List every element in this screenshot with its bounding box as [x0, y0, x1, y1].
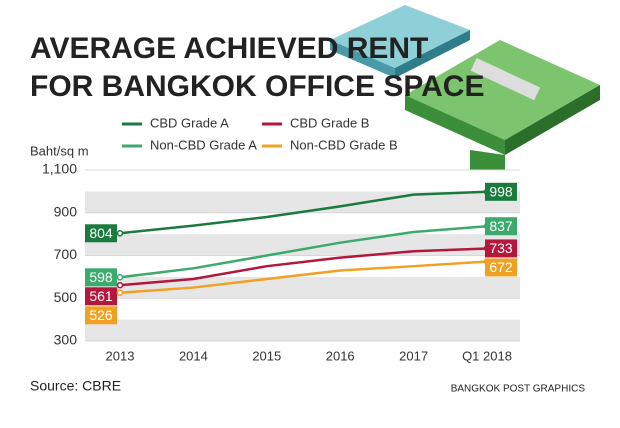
grid-band: [85, 234, 520, 256]
y-axis-label: Baht/sq m: [30, 143, 89, 158]
value-label-box: [85, 268, 117, 287]
value-label: 804: [89, 225, 113, 241]
legend-label: CBD Grade A: [150, 115, 229, 130]
x-tick-label: 2013: [106, 348, 135, 363]
legend-label: Non-CBD Grade B: [290, 137, 398, 152]
value-label: 526: [89, 307, 113, 323]
value-label: 561: [89, 288, 113, 304]
value-label: 998: [489, 184, 513, 200]
grid: [85, 169, 520, 342]
value-label-box: [485, 217, 517, 236]
grid-band: [85, 255, 520, 277]
x-tick-label: 2015: [252, 348, 281, 363]
grid-band: [85, 170, 520, 192]
legend-label: CBD Grade B: [290, 115, 369, 130]
grid-band: [85, 191, 520, 213]
value-label-box: [485, 239, 517, 258]
x-tick-label: 2017: [399, 348, 428, 363]
source: Source: CBRE: [30, 378, 121, 394]
series-line: [119, 190, 488, 235]
series-line: [119, 260, 488, 294]
y-tick-label: 1,100: [42, 161, 77, 177]
y-tick-label: 700: [54, 246, 78, 262]
chart-title: AVERAGE ACHIEVED RENT: [30, 32, 428, 65]
point: [116, 274, 124, 281]
grid-band: [85, 319, 520, 341]
x-tick-label: Q1 2018: [462, 348, 512, 363]
point: [116, 281, 124, 289]
value-label-box: [485, 258, 517, 277]
illustration: [330, 5, 600, 175]
value-label: 733: [489, 240, 513, 256]
value-label-box: [85, 224, 117, 243]
value-label: 837: [489, 218, 513, 234]
y-tick-label: 900: [54, 203, 78, 219]
chart-title: FOR BANGKOK OFFICE SPACE: [30, 70, 484, 103]
value-label-box: [85, 306, 117, 325]
y-tick-label: 500: [54, 289, 78, 305]
value-label: 598: [89, 269, 113, 285]
value-label-box: [485, 182, 517, 201]
series-line: [119, 247, 488, 287]
grid-band: [85, 212, 520, 235]
series-line: [119, 224, 488, 279]
point: [116, 289, 124, 296]
legend-label: Non-CBD Grade A: [150, 137, 257, 152]
x-tick-label: 2014: [179, 348, 208, 363]
value-label: 672: [489, 259, 513, 275]
point: [116, 230, 124, 237]
grid-band: [85, 276, 520, 299]
x-tick-label: 2016: [326, 348, 355, 363]
credit: BANGKOK POST GRAPHICS: [451, 384, 586, 395]
y-tick-label: 300: [54, 332, 78, 348]
value-label-box: [85, 287, 117, 306]
grid-band: [85, 298, 520, 320]
